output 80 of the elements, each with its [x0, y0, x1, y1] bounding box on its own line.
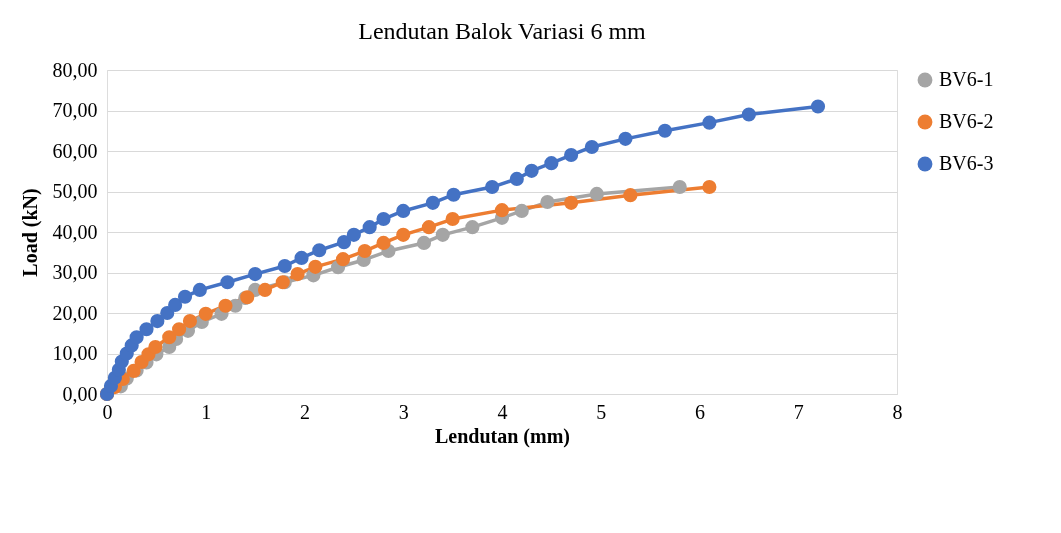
point [445, 211, 460, 227]
point [335, 252, 351, 267]
point [485, 179, 500, 195]
x-tick-label: 5 [596, 400, 607, 423]
point [148, 339, 163, 355]
point [540, 194, 555, 210]
point [129, 330, 144, 345]
x-tick-label: 2 [300, 400, 310, 423]
point [618, 131, 633, 146]
point [357, 243, 372, 259]
point [290, 267, 305, 282]
point [139, 322, 154, 337]
point [446, 187, 461, 202]
point [294, 250, 309, 265]
point [220, 275, 235, 290]
point [198, 306, 213, 321]
y-tick-label: 40,00 [52, 220, 98, 243]
x-tick-label: 7 [793, 400, 804, 423]
point [172, 322, 187, 337]
point [257, 282, 273, 297]
legend-label: BV6-2 [939, 110, 994, 132]
point [810, 99, 826, 114]
x-tick-label: 8 [892, 400, 903, 423]
y-tick-label: 60,00 [52, 139, 98, 162]
point [702, 179, 717, 195]
point [192, 282, 207, 297]
y-tick-label: 10,00 [52, 342, 98, 364]
point [218, 298, 233, 313]
point [277, 258, 292, 274]
y-tick-label: 20,00 [52, 301, 98, 324]
point [168, 297, 183, 312]
point [421, 220, 436, 235]
point [514, 203, 529, 218]
point [702, 115, 717, 130]
point [589, 186, 604, 201]
point [435, 227, 450, 242]
point [509, 171, 524, 186]
point [564, 147, 579, 163]
point [623, 188, 638, 203]
point [162, 330, 177, 345]
x-tick-label: 3 [398, 400, 409, 423]
x-tick-label: 1 [201, 400, 212, 423]
point [425, 195, 440, 210]
x-tick-label: 0 [102, 400, 113, 423]
y-axis-title: Load (kN) [18, 188, 42, 277]
point [396, 203, 411, 218]
point [308, 259, 323, 274]
x-tick-label: 6 [695, 400, 705, 423]
point [544, 156, 559, 171]
point [346, 227, 361, 242]
legend-label: BV6-3 [939, 152, 994, 174]
y-tick-label: 50,00 [52, 180, 98, 202]
point [336, 235, 352, 250]
y-tick-label: 70,00 [52, 99, 98, 121]
x-tick-label: 4 [497, 400, 508, 423]
point [376, 211, 391, 227]
point [524, 163, 539, 178]
chart-title: Lendutan Balok Variasi 6 mm [358, 18, 647, 44]
point [584, 139, 599, 155]
x-axis-title: Lendutan (mm) [434, 424, 571, 448]
legend-label: BV6-1 [939, 68, 994, 90]
point [657, 123, 673, 138]
point [182, 314, 198, 329]
point [312, 243, 327, 258]
y-tick-label: 80,00 [52, 58, 98, 81]
y-tick-label: 0,00 [62, 382, 98, 405]
point [494, 203, 510, 218]
point [741, 107, 756, 122]
y-tick-label: 30,00 [52, 261, 98, 283]
point [564, 195, 579, 210]
point [160, 305, 175, 321]
point [248, 267, 263, 282]
point [465, 220, 480, 235]
point [396, 227, 411, 242]
point [672, 179, 687, 195]
point [362, 220, 377, 235]
point [177, 289, 193, 304]
point [376, 235, 391, 250]
point [150, 314, 165, 329]
point [416, 235, 432, 250]
